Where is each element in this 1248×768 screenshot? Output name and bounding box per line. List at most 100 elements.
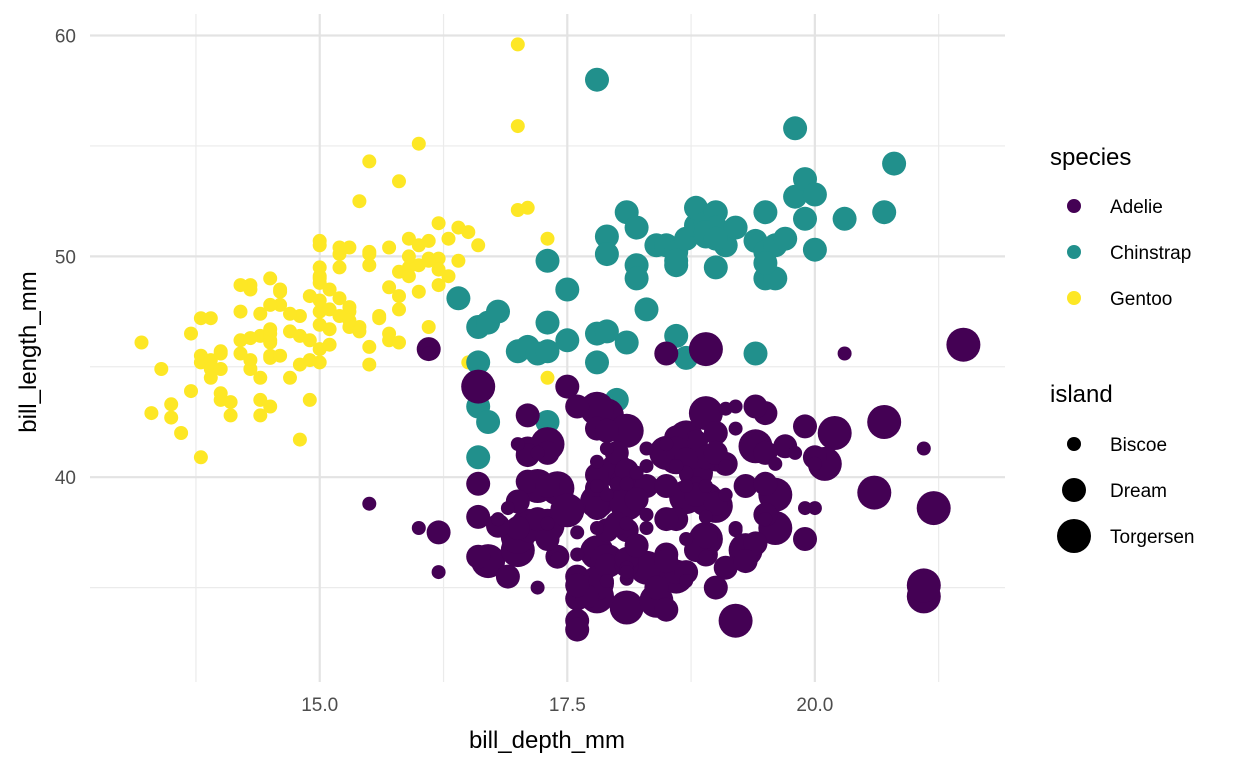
legend-label-dream: Dream (1110, 481, 1167, 502)
data-point-adelie-torgersen (906, 568, 941, 603)
data-point-adelie-biscoe (619, 516, 634, 531)
data-point-gentoo-biscoe (322, 302, 337, 317)
data-point-adelie-dream (654, 549, 679, 574)
data-point-gentoo-biscoe (243, 331, 258, 346)
data-point-gentoo-biscoe (332, 240, 347, 255)
data-point-adelie-biscoe (679, 532, 694, 546)
data-point-chinstrap-dream (703, 226, 728, 251)
data-point-adelie-biscoe (590, 479, 604, 493)
data-point-chinstrap-dream (585, 67, 609, 92)
island-legend-title: island (1050, 381, 1113, 408)
data-point-adelie-biscoe (590, 521, 604, 535)
legend-key-torgersen (1057, 519, 1091, 553)
data-point-gentoo-biscoe (263, 322, 278, 337)
data-point-adelie-biscoe (362, 496, 377, 511)
data-point-gentoo-biscoe (184, 384, 198, 399)
x-axis-ticks: 15.0 17.5 20.0 (301, 695, 833, 716)
data-point-adelie-torgersen (867, 405, 902, 439)
data-point-gentoo-biscoe (273, 282, 288, 297)
data-point-chinstrap-dream (486, 299, 510, 324)
x-tick-label: 15.0 (301, 695, 338, 716)
data-point-adelie-biscoe (570, 547, 585, 562)
data-point-gentoo-biscoe (134, 335, 149, 350)
data-point-adelie-dream (594, 553, 619, 578)
legend-label-biscoe: Biscoe (1110, 435, 1167, 456)
data-point-gentoo-biscoe (362, 154, 377, 169)
legend-key-chinstrap (1067, 245, 1081, 259)
data-point-gentoo-biscoe (263, 271, 278, 286)
data-point-gentoo-biscoe (540, 370, 555, 385)
data-point-adelie-torgersen (461, 369, 496, 404)
data-point-chinstrap-dream (753, 200, 778, 225)
data-point-adelie-dream (793, 527, 817, 551)
data-point-adelie-dream (594, 418, 619, 443)
data-point-gentoo-biscoe (312, 260, 327, 275)
data-point-gentoo-biscoe (233, 278, 248, 293)
data-point-adelie-dream (535, 474, 560, 498)
data-point-gentoo-biscoe (392, 174, 406, 189)
data-point-adelie-dream (585, 496, 609, 521)
data-point-adelie-dream (535, 440, 560, 465)
data-point-adelie-biscoe (659, 437, 674, 452)
data-point-gentoo-biscoe (342, 313, 357, 328)
data-point-adelie-dream (426, 520, 451, 545)
data-point-adelie-biscoe (599, 441, 614, 456)
data-point-adelie-biscoe (798, 501, 812, 516)
data-point-adelie-dream (654, 597, 679, 622)
y-tick-label: 60 (55, 27, 76, 48)
data-point-gentoo-biscoe (322, 337, 337, 352)
data-point-gentoo-biscoe (302, 392, 317, 407)
data-point-adelie-dream (703, 575, 728, 600)
data-point-gentoo-biscoe (312, 317, 327, 332)
data-point-adelie-dream (466, 471, 491, 496)
legend-key-adelie (1067, 199, 1081, 213)
data-point-gentoo-biscoe (243, 278, 258, 293)
data-point-adelie-torgersen (609, 413, 644, 448)
data-point-adelie-dream (585, 463, 609, 487)
data-point-adelie-dream (535, 527, 560, 551)
data-point-gentoo-biscoe (193, 450, 208, 465)
data-point-adelie-biscoe (758, 512, 773, 527)
data-point-chinstrap-dream (783, 184, 808, 209)
data-point-gentoo-biscoe (174, 426, 189, 440)
data-point-adelie-dream (624, 533, 649, 558)
data-point-adelie-dream (703, 440, 728, 465)
data-point-gentoo-biscoe (312, 293, 327, 308)
data-point-chinstrap-dream (753, 251, 778, 275)
legend-label-chinstrap: Chinstrap (1110, 243, 1191, 264)
data-point-gentoo-biscoe (362, 258, 377, 273)
data-point-gentoo-biscoe (382, 280, 397, 295)
data-point-adelie-dream (793, 414, 817, 439)
data-point-adelie-biscoe (491, 512, 505, 527)
data-point-gentoo-biscoe (421, 253, 436, 268)
data-point-chinstrap-dream (446, 286, 471, 311)
y-axis-ticks: 40 50 60 (55, 27, 76, 490)
data-point-gentoo-biscoe (184, 326, 198, 341)
data-point-gentoo-biscoe (243, 362, 258, 376)
data-point-adelie-dream (604, 511, 629, 536)
data-point-gentoo-biscoe (510, 119, 525, 134)
data-point-adelie-biscoe (916, 441, 931, 456)
data-point-adelie-torgersen (817, 416, 852, 450)
data-point-adelie-torgersen (857, 475, 892, 510)
data-point-gentoo-biscoe (312, 233, 327, 248)
data-point-adelie-dream (644, 575, 669, 600)
data-point-gentoo-biscoe (411, 284, 426, 299)
data-point-adelie-torgersen (688, 332, 723, 367)
data-point-adelie-dream (753, 471, 778, 496)
data-point-gentoo-biscoe (283, 370, 297, 385)
data-point-chinstrap-dream (783, 116, 808, 141)
data-point-adelie-biscoe (679, 574, 694, 588)
data-point-chinstrap-dream (614, 330, 639, 355)
data-point-adelie-dream (515, 469, 540, 494)
data-point-gentoo-biscoe (253, 306, 268, 321)
data-point-chinstrap-dream (624, 266, 649, 291)
data-point-gentoo-biscoe (332, 291, 347, 306)
data-point-adelie-biscoe (590, 454, 604, 469)
legend-label-adelie: Adelie (1110, 197, 1163, 218)
data-point-chinstrap-dream (476, 410, 501, 434)
data-point-adelie-dream (693, 524, 718, 549)
data-point-gentoo-biscoe (342, 240, 357, 255)
minor-gridlines (90, 14, 1005, 682)
